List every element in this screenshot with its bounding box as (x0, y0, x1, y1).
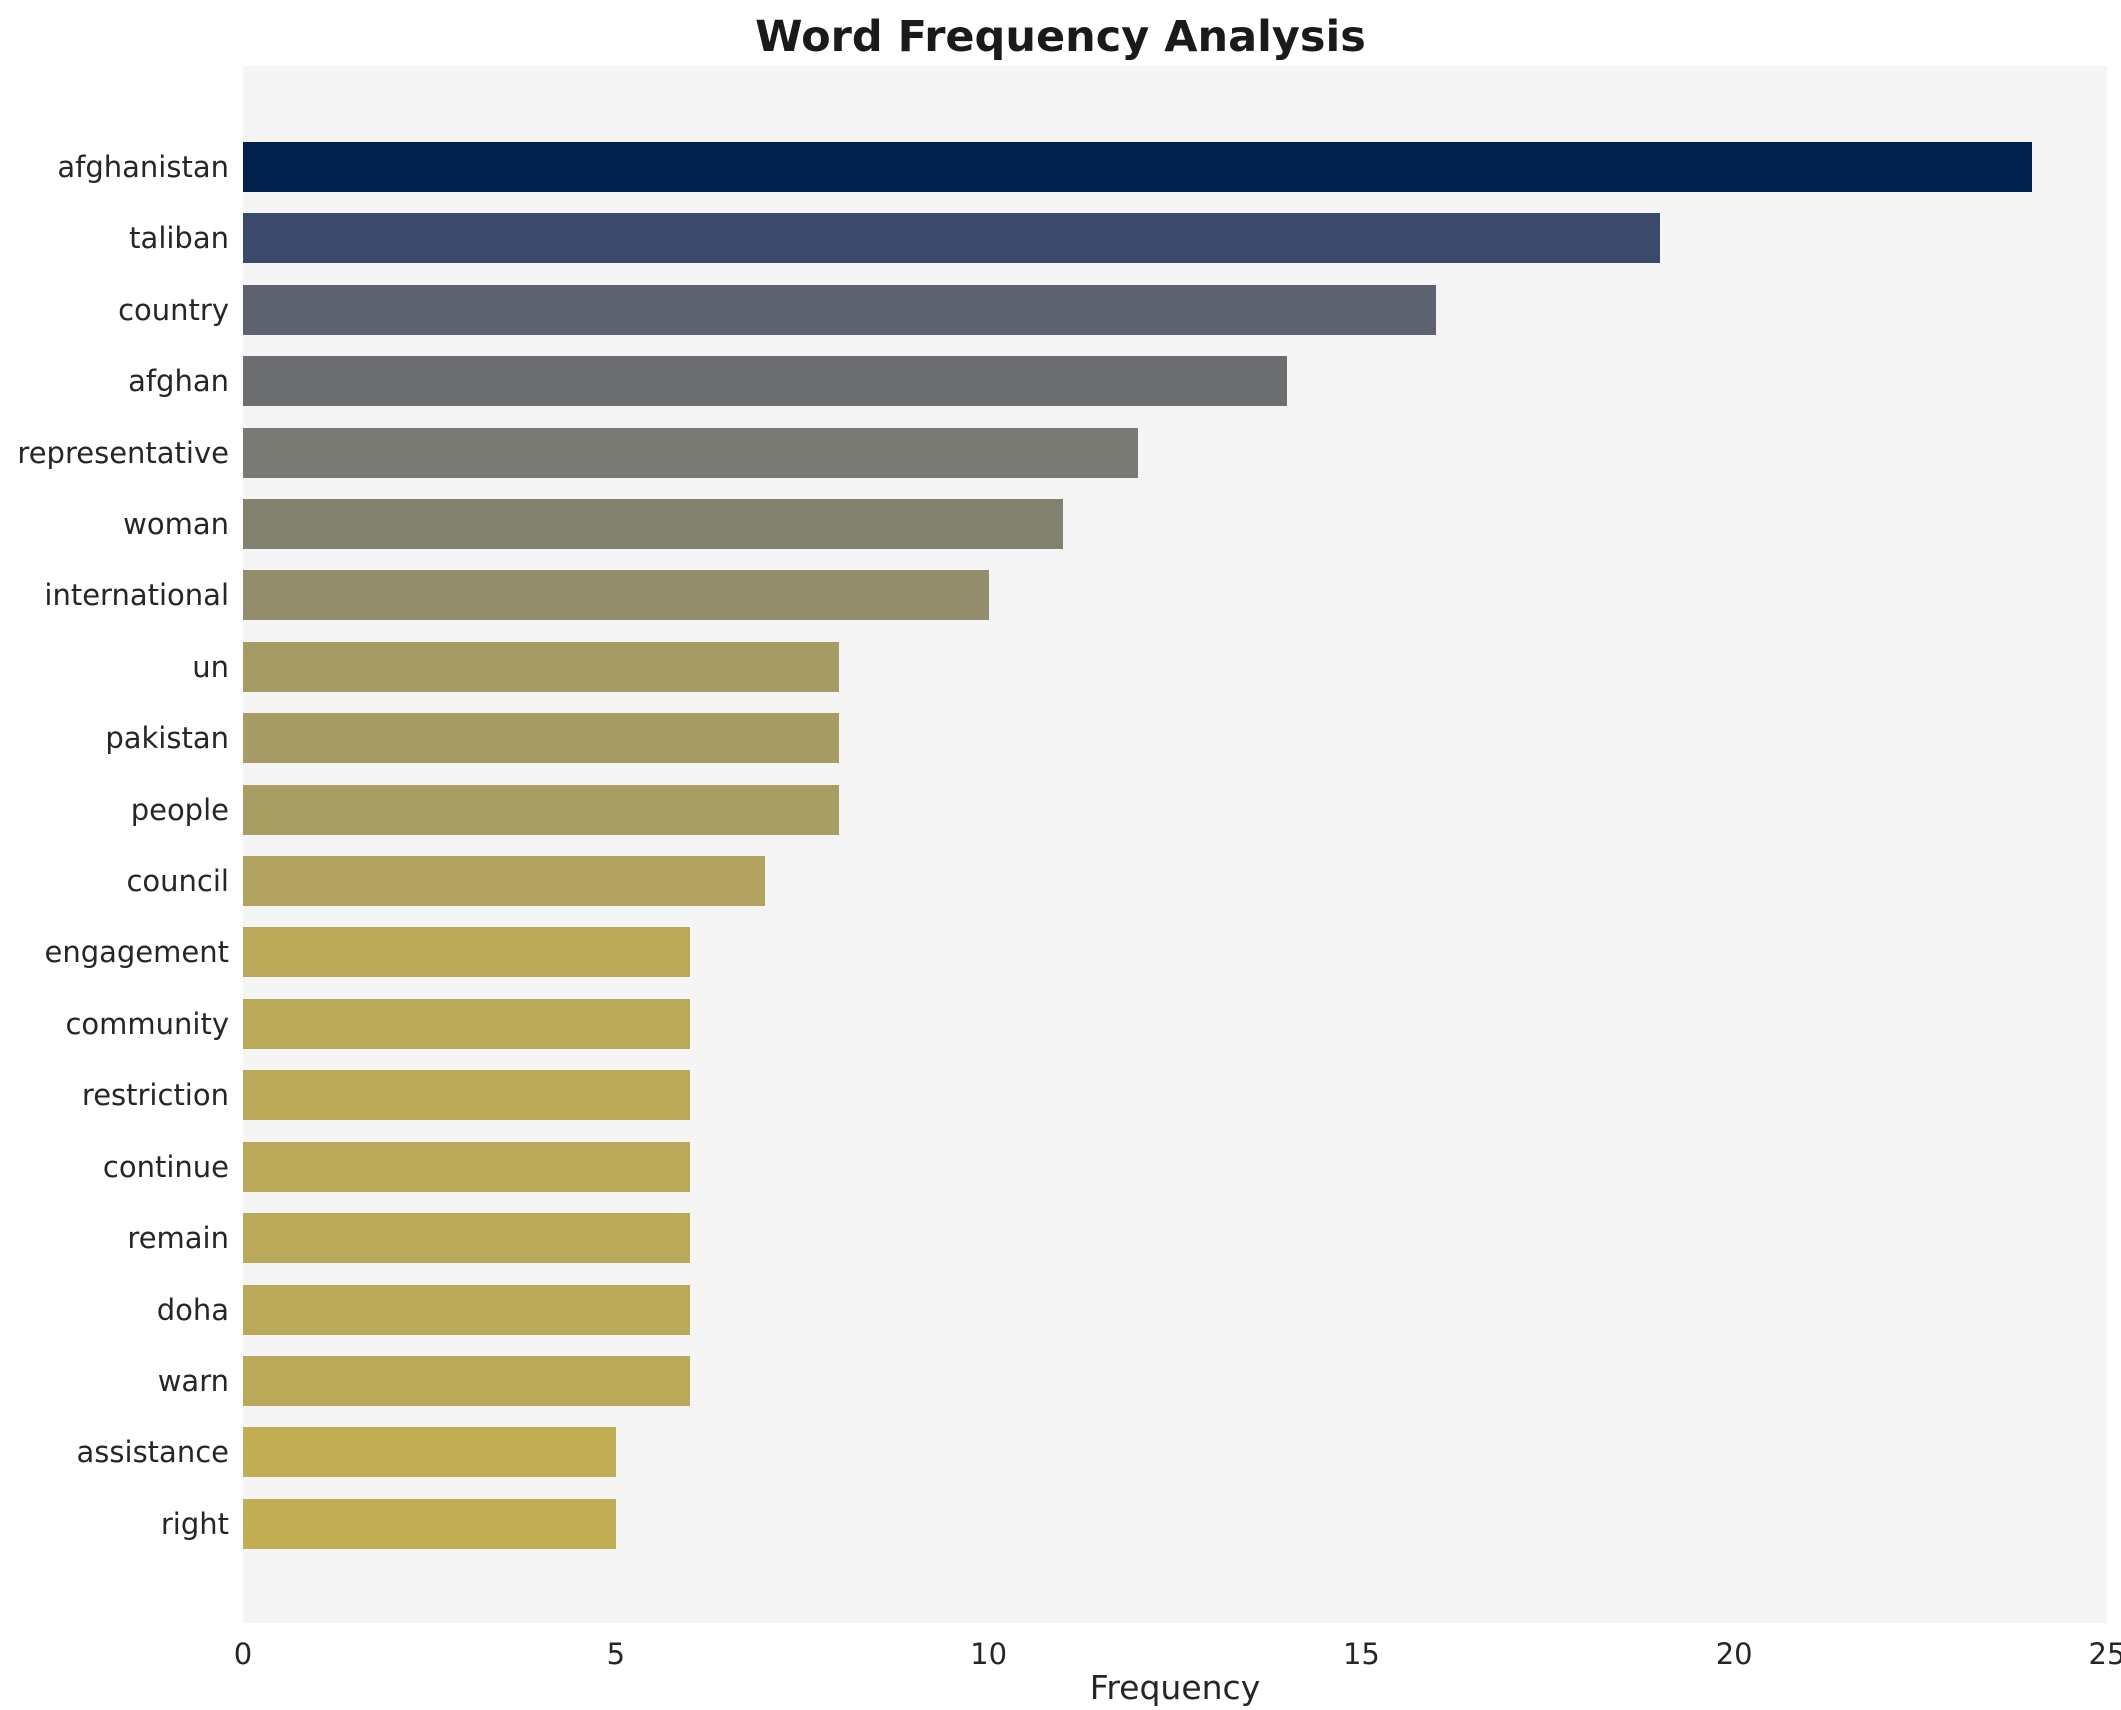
category-label: afghanistan (57, 150, 229, 184)
category-label: continue (102, 1149, 229, 1184)
x-tick-label: 5 (606, 1637, 626, 1671)
category-label: right (160, 1506, 229, 1541)
category-label: restriction (81, 1078, 229, 1113)
category-label: engagement (44, 935, 230, 970)
category-label: people (130, 792, 229, 827)
bar-row: engagement (0, 927, 2107, 978)
x-axis-title: Frequency (1089, 1668, 1261, 1707)
chart-title: Word Frequency Analysis (755, 12, 1366, 62)
bar-row: community (0, 998, 2107, 1049)
category-label: remain (127, 1221, 229, 1256)
bar-track (243, 784, 2107, 835)
category-label: representative (17, 435, 229, 470)
bar-track (243, 1213, 2107, 1264)
frequency-bar (243, 427, 1138, 478)
category-label: council (126, 864, 229, 899)
bar-track (243, 927, 2107, 978)
bar-track (243, 713, 2107, 764)
bar-track (243, 998, 2107, 1049)
x-tick-label: 0 (233, 1637, 253, 1671)
bar-track (243, 856, 2107, 907)
bar-track (243, 427, 2107, 478)
frequency-bar (243, 784, 840, 835)
bar-track (243, 1070, 2107, 1121)
bar-row: assistance (0, 1427, 2107, 1478)
frequency-bar (243, 570, 989, 621)
bar-row: warn (0, 1355, 2107, 1406)
x-tick-label: 15 (1342, 1637, 1380, 1671)
category-label: pakistan (105, 721, 229, 756)
frequency-bar (243, 1141, 691, 1192)
bar-row: people (0, 784, 2107, 835)
x-axis: 0 5 10 15 20 25 (0, 1637, 2121, 1673)
frequency-bar (243, 1070, 691, 1121)
category-label: assistance (76, 1435, 229, 1470)
bar-row: country (0, 284, 2107, 335)
category-label: country (118, 292, 229, 327)
bar-row: continue (0, 1141, 2107, 1192)
frequency-bar (243, 927, 691, 978)
bar-row: right (0, 1498, 2107, 1549)
frequency-bar (243, 856, 765, 907)
category-label: doha (156, 1292, 229, 1327)
category-label: warn (157, 1363, 229, 1398)
frequency-bar (243, 142, 2033, 192)
bar-row: afghan (0, 356, 2107, 407)
frequency-bar (243, 356, 1287, 407)
frequency-bar (243, 713, 840, 764)
bar-track (243, 570, 2107, 621)
bar-track (243, 356, 2107, 407)
bar-track (243, 1427, 2107, 1478)
bar-row: pakistan (0, 713, 2107, 764)
frequency-bar (243, 641, 840, 692)
bar-row: woman (0, 499, 2107, 550)
frequency-bar (243, 1355, 691, 1406)
bar-track (243, 499, 2107, 550)
bar-row: taliban (0, 213, 2107, 264)
bar-track (243, 142, 2107, 192)
bar-row: doha (0, 1284, 2107, 1335)
category-label: afghan (128, 364, 229, 399)
frequency-bar (243, 998, 691, 1049)
bar-track (243, 1498, 2107, 1549)
bar-track (243, 1355, 2107, 1406)
bar-row: un (0, 641, 2107, 692)
frequency-bar (243, 284, 1436, 335)
bar-row: remain (0, 1213, 2107, 1264)
frequency-bar (243, 499, 1064, 550)
x-tick-label: 10 (970, 1637, 1008, 1671)
category-label: community (65, 1006, 229, 1041)
bar-row: afghanistan (0, 142, 2107, 192)
bar-row: restriction (0, 1070, 2107, 1121)
category-label: taliban (129, 221, 229, 256)
frequency-bar (243, 1284, 691, 1335)
bar-row: representative (0, 427, 2107, 478)
category-label: international (44, 578, 229, 613)
bar-track (243, 641, 2107, 692)
bar-track (243, 1284, 2107, 1335)
frequency-bar (243, 1427, 616, 1478)
bar-row: international (0, 570, 2107, 621)
category-label: un (192, 649, 229, 684)
bar-track (243, 213, 2107, 264)
bar-row: council (0, 856, 2107, 907)
frequency-bar (243, 213, 1660, 264)
bar-track (243, 284, 2107, 335)
bar-rows: afghanistan taliban country afghan represent… (0, 142, 2107, 1549)
x-tick-label: 20 (1715, 1637, 1753, 1671)
frequency-bar (243, 1213, 691, 1264)
frequency-bar (243, 1498, 616, 1549)
bar-track (243, 1141, 2107, 1192)
x-tick-label: 25 (2088, 1637, 2121, 1671)
category-label: woman (123, 507, 229, 542)
